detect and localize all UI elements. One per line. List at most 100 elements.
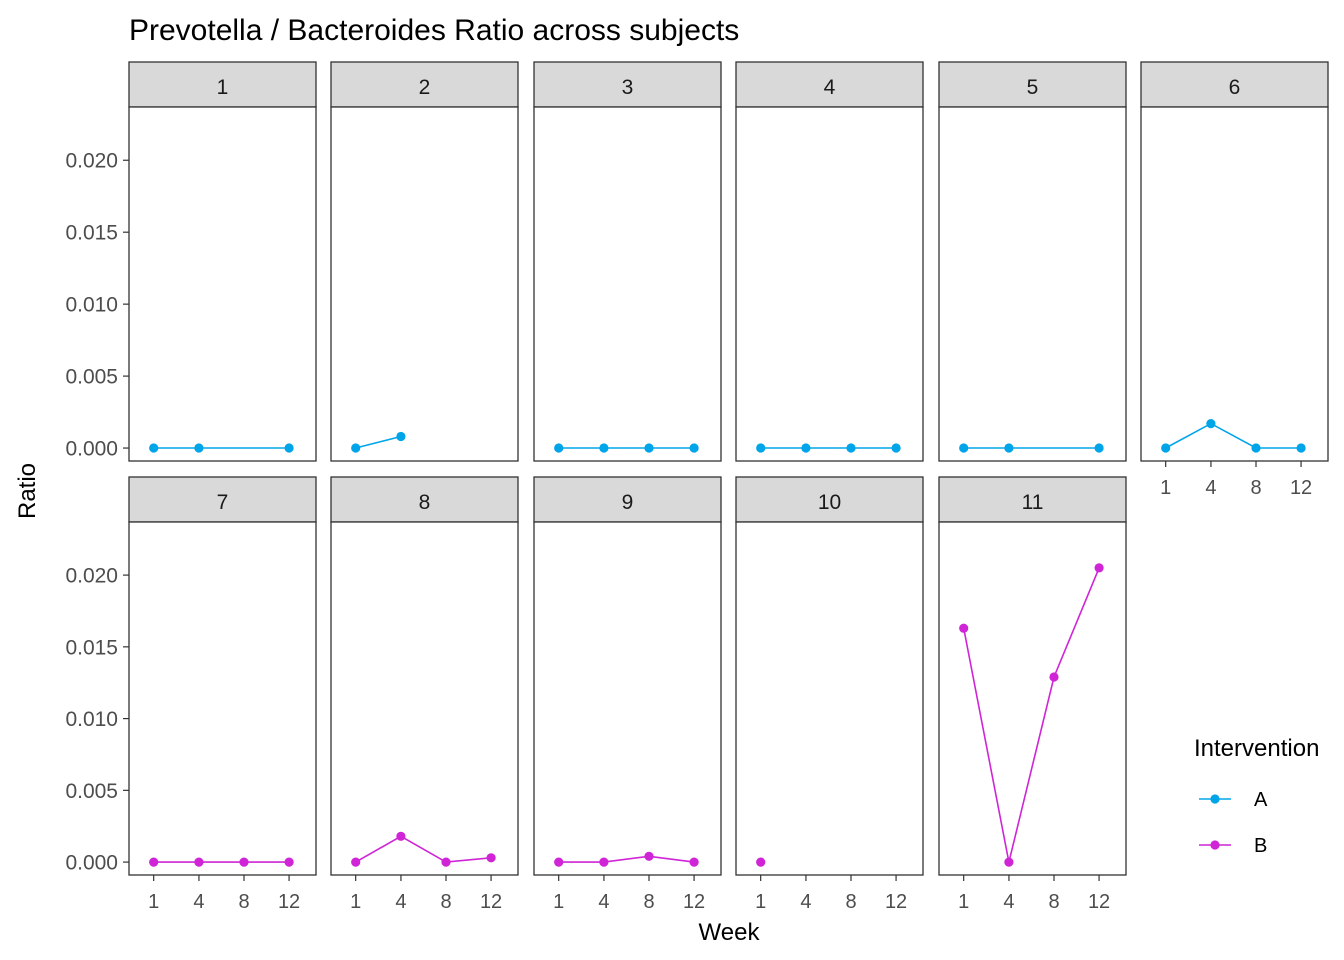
y-axis-row-2: 0.000 0.005 0.010 0.015 0.020 xyxy=(65,565,129,875)
facet-panel-5: 5 xyxy=(938,61,1127,462)
facet-strip xyxy=(128,61,317,108)
data-point xyxy=(351,443,361,453)
x-tick-label: 1 xyxy=(553,891,564,913)
x-tick-label: 4 xyxy=(598,891,609,913)
facet-plot-area xyxy=(330,521,519,876)
legend: Intervention A B xyxy=(1194,735,1319,857)
y-tick-label: 0.015 xyxy=(65,222,118,245)
facet-plot-area xyxy=(735,521,924,876)
series-line-B xyxy=(962,567,1100,863)
chart-title: Prevotella / Bacteroides Ratio across su… xyxy=(129,14,739,47)
facet-strip-label: 6 xyxy=(1229,76,1241,99)
y-tick-label: 0.010 xyxy=(65,708,118,731)
x-tick-label: 1 xyxy=(958,891,969,913)
x-tick-label: 4 xyxy=(1205,477,1216,499)
data-point xyxy=(351,857,361,867)
facet-strip xyxy=(938,61,1127,108)
data-point xyxy=(891,443,901,453)
data-point xyxy=(1206,419,1216,429)
x-tick-label: 12 xyxy=(480,891,502,913)
facet-strip xyxy=(330,61,519,108)
data-point xyxy=(1296,443,1306,453)
y-tick-label: 0.020 xyxy=(65,565,118,588)
facet-panel-7: 7 1 4 8 12 xyxy=(128,476,317,913)
facet-panel-10: 10 1 4 8 12 xyxy=(735,476,924,913)
x-tick-label: 1 xyxy=(1160,477,1171,499)
data-point xyxy=(239,857,249,867)
facet-panel-1: 1 xyxy=(128,61,317,462)
legend-key-point xyxy=(1210,840,1220,850)
series-line-A xyxy=(355,435,402,449)
data-point xyxy=(149,857,159,867)
facet-plot-area xyxy=(533,521,722,876)
facet-plot-area xyxy=(330,106,519,462)
series-line-A xyxy=(1165,422,1302,449)
x-tick-label: 1 xyxy=(755,891,766,913)
data-point xyxy=(194,443,204,453)
facet-strip-label: 11 xyxy=(1022,491,1044,514)
facet-panel-9: 9 1 4 8 12 xyxy=(533,476,722,913)
data-point xyxy=(396,431,406,442)
data-point xyxy=(644,443,654,453)
facet-panel-4: 4 xyxy=(735,61,924,462)
facet-strip-label: 7 xyxy=(217,491,229,514)
facet-strip-label: 4 xyxy=(824,76,836,99)
y-tick-label: 0.000 xyxy=(65,852,118,875)
x-tick-label: 12 xyxy=(885,891,907,913)
legend-label: A xyxy=(1254,789,1268,811)
data-point xyxy=(194,857,204,867)
facet-plot-area xyxy=(938,106,1127,462)
data-point xyxy=(689,443,699,453)
x-tick-label: 8 xyxy=(440,891,451,913)
data-point xyxy=(801,443,811,453)
data-point xyxy=(756,857,766,867)
data-point xyxy=(959,443,969,453)
x-tick-label: 8 xyxy=(643,891,654,913)
y-tick-label: 0.010 xyxy=(65,294,118,317)
x-tick-label: 4 xyxy=(193,891,204,913)
facet-strip-label: 10 xyxy=(818,491,841,514)
facet-strip xyxy=(938,476,1127,523)
y-axis-title: Ratio xyxy=(14,463,41,519)
legend-title: Intervention xyxy=(1194,735,1319,762)
data-point xyxy=(149,443,159,453)
legend-label: B xyxy=(1254,835,1267,857)
data-point xyxy=(1004,443,1014,453)
data-point xyxy=(1251,443,1261,453)
x-tick-label: 8 xyxy=(1250,477,1261,499)
data-point xyxy=(1161,443,1171,453)
data-point xyxy=(1094,443,1104,453)
x-tick-label: 8 xyxy=(238,891,249,913)
y-tick-label: 0.000 xyxy=(65,438,118,461)
data-point xyxy=(599,857,609,867)
x-tick-label: 12 xyxy=(683,891,705,913)
facet-panel-3: 3 xyxy=(533,61,722,462)
series-line-B xyxy=(558,855,695,863)
x-tick-label: 8 xyxy=(1048,891,1059,913)
legend-item-A: A xyxy=(1199,789,1268,811)
x-tick-label: 4 xyxy=(1003,891,1014,913)
x-tick-label: 1 xyxy=(148,891,159,913)
data-point xyxy=(486,853,496,863)
facet-strip xyxy=(330,476,519,523)
x-axis-title: Week xyxy=(699,919,761,946)
y-tick-label: 0.005 xyxy=(65,780,118,803)
legend-item-B: B xyxy=(1199,835,1267,857)
facet-plot-area xyxy=(1140,106,1329,462)
data-point xyxy=(846,443,856,453)
data-point xyxy=(959,623,969,633)
x-tick-label: 1 xyxy=(350,891,361,913)
data-point xyxy=(599,443,609,453)
facet-strip xyxy=(1140,61,1329,108)
data-point xyxy=(1094,563,1104,573)
data-point xyxy=(756,443,766,453)
facet-strip xyxy=(128,476,317,523)
legend-key-point xyxy=(1210,794,1220,804)
facet-strip xyxy=(533,61,722,108)
facet-panel-8: 8 1 4 8 12 xyxy=(330,476,519,913)
y-axis-row-1: 0.000 0.005 0.010 0.015 0.020 xyxy=(65,150,129,461)
data-point xyxy=(554,443,564,453)
x-tick-label: 4 xyxy=(395,891,406,913)
facet-plot-area xyxy=(735,106,924,462)
